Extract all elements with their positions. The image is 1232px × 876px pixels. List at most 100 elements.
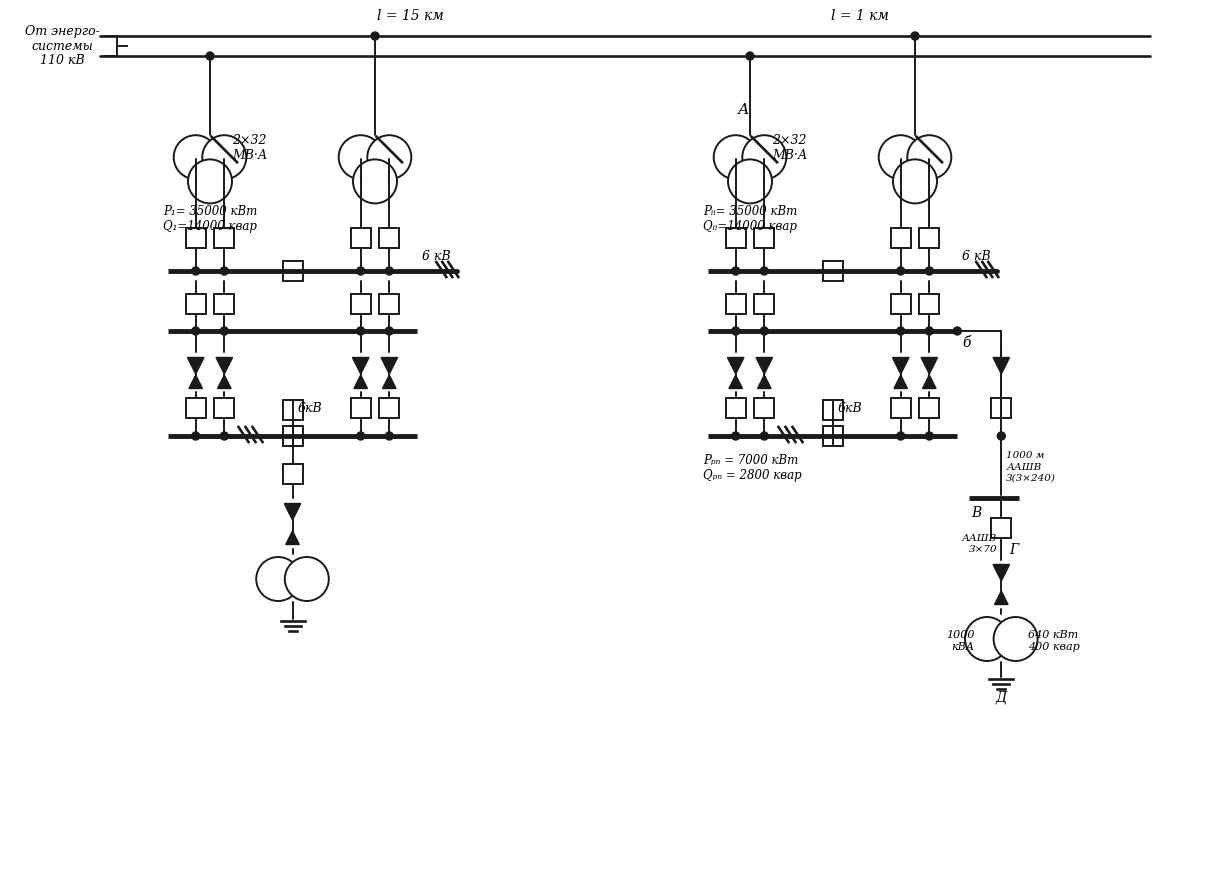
Polygon shape — [286, 531, 299, 545]
Bar — [823, 426, 843, 446]
Circle shape — [192, 267, 200, 275]
Circle shape — [993, 617, 1037, 661]
Bar — [351, 228, 371, 248]
Text: А: А — [738, 103, 750, 117]
Circle shape — [760, 432, 769, 440]
Text: l = 15 км: l = 15 км — [377, 9, 444, 23]
Polygon shape — [892, 357, 909, 374]
Circle shape — [747, 52, 754, 60]
Circle shape — [206, 52, 214, 60]
Polygon shape — [352, 357, 368, 374]
Text: 6 кВ: 6 кВ — [423, 250, 451, 263]
Text: Д: Д — [995, 691, 1007, 705]
Bar — [726, 228, 745, 248]
Polygon shape — [383, 375, 395, 388]
Bar — [351, 294, 371, 314]
Circle shape — [925, 267, 934, 275]
Circle shape — [386, 267, 393, 275]
Circle shape — [760, 327, 769, 335]
Circle shape — [357, 267, 365, 275]
Circle shape — [732, 432, 739, 440]
Circle shape — [925, 432, 934, 440]
Bar — [726, 294, 745, 314]
Text: 6кВ: 6кВ — [838, 401, 862, 414]
Circle shape — [897, 432, 904, 440]
Bar — [891, 228, 910, 248]
Bar — [754, 228, 774, 248]
Circle shape — [743, 135, 786, 180]
Circle shape — [893, 159, 938, 203]
Text: ААШВ
3(3×240): ААШВ 3(3×240) — [1007, 463, 1056, 483]
Circle shape — [713, 135, 758, 180]
Bar — [186, 398, 206, 418]
Bar — [754, 398, 774, 418]
Bar — [919, 228, 939, 248]
Polygon shape — [727, 357, 744, 374]
Circle shape — [965, 617, 1009, 661]
Circle shape — [732, 327, 739, 335]
Text: В: В — [971, 506, 982, 520]
Text: l = 1 км: l = 1 км — [832, 9, 890, 23]
Circle shape — [367, 135, 411, 180]
Bar — [379, 398, 399, 418]
Circle shape — [371, 32, 379, 40]
Circle shape — [997, 432, 1005, 440]
Polygon shape — [758, 375, 771, 388]
Polygon shape — [756, 357, 772, 374]
Polygon shape — [922, 357, 938, 374]
Text: Pᵢᵢ= 35000 кВт
Qᵢᵢ=14000 квар: Pᵢᵢ= 35000 кВт Qᵢᵢ=14000 квар — [702, 205, 797, 233]
Circle shape — [202, 135, 246, 180]
Circle shape — [221, 267, 228, 275]
Text: От энерго-
системы
110 кВ: От энерго- системы 110 кВ — [25, 25, 100, 67]
Circle shape — [386, 327, 393, 335]
Text: Рₚₙ = 7000 кВт
Qₚₙ = 2800 квар: Рₚₙ = 7000 кВт Qₚₙ = 2800 квар — [702, 454, 801, 482]
Polygon shape — [285, 504, 301, 520]
Circle shape — [897, 267, 904, 275]
Text: 640 кВт
400 квар: 640 кВт 400 квар — [1029, 630, 1080, 652]
Bar — [891, 398, 910, 418]
Circle shape — [221, 327, 228, 335]
Bar — [823, 400, 843, 420]
Text: Г: Г — [1009, 543, 1019, 557]
Circle shape — [732, 267, 739, 275]
Bar — [379, 228, 399, 248]
Circle shape — [728, 159, 772, 203]
Text: 2×32
МВ·А: 2×32 МВ·А — [233, 134, 267, 162]
Circle shape — [925, 327, 934, 335]
Circle shape — [357, 327, 365, 335]
Bar — [282, 464, 303, 484]
Polygon shape — [923, 375, 936, 388]
Bar — [214, 398, 234, 418]
Bar — [282, 426, 303, 446]
Bar — [919, 398, 939, 418]
Circle shape — [878, 135, 923, 180]
Polygon shape — [993, 564, 1009, 581]
Bar — [214, 228, 234, 248]
Text: 2×32
МВ·А: 2×32 МВ·А — [772, 134, 808, 162]
Polygon shape — [218, 375, 232, 388]
Text: 6 кВ: 6 кВ — [962, 250, 991, 263]
Circle shape — [907, 135, 951, 180]
Circle shape — [174, 135, 218, 180]
Text: P₁= 35000 кВт
Q₁=14000 квар: P₁= 35000 кВт Q₁=14000 квар — [163, 205, 257, 233]
Polygon shape — [894, 375, 908, 388]
Circle shape — [256, 557, 301, 601]
Circle shape — [897, 327, 904, 335]
Text: 6кВ: 6кВ — [297, 401, 322, 414]
Bar — [186, 228, 206, 248]
Circle shape — [339, 135, 383, 180]
Bar — [214, 294, 234, 314]
Polygon shape — [993, 357, 1009, 374]
Text: 1000 м: 1000 м — [1007, 450, 1045, 460]
Polygon shape — [187, 357, 205, 374]
Text: 1000
кВА: 1000 кВА — [946, 630, 975, 652]
Polygon shape — [729, 375, 743, 388]
Bar — [992, 518, 1011, 538]
Bar — [379, 294, 399, 314]
Polygon shape — [381, 357, 398, 374]
Circle shape — [354, 159, 397, 203]
Text: б: б — [962, 336, 971, 350]
Bar — [282, 400, 303, 420]
Circle shape — [386, 432, 393, 440]
Bar — [754, 294, 774, 314]
